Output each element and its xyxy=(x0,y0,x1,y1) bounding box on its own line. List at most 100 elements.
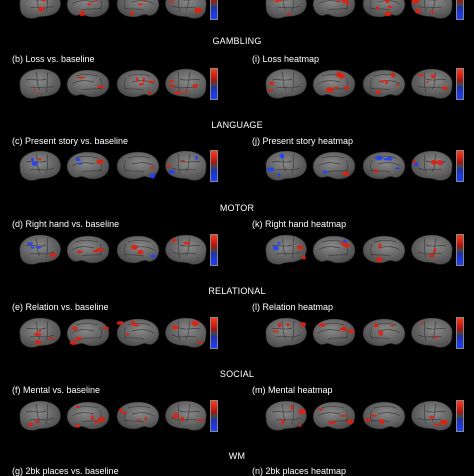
task-heading-language: LANGUAGE xyxy=(0,120,474,130)
brain-row-i xyxy=(248,66,474,102)
panel-label-c: (c) Present story vs. baseline xyxy=(12,136,128,146)
cortical-surface-medial xyxy=(310,0,360,22)
activation-blob xyxy=(415,9,421,14)
activation-blob xyxy=(94,420,98,424)
activation-blob xyxy=(299,424,302,427)
brain-row-d xyxy=(0,232,240,268)
deactivation-blob xyxy=(280,154,285,159)
cortical-surface-lateral xyxy=(406,66,456,102)
activation-blob xyxy=(75,337,83,340)
activation-blob xyxy=(139,83,145,86)
cortical-surface-lateral xyxy=(262,398,312,434)
activation-blob xyxy=(121,412,128,414)
deactivation-blob xyxy=(36,246,42,249)
activation-blob xyxy=(49,253,56,257)
activation-blob xyxy=(319,323,326,327)
activation-blob xyxy=(431,74,436,78)
cortical-surface-medial xyxy=(358,148,408,184)
activation-blob xyxy=(376,6,379,9)
brain-row-b xyxy=(0,66,240,102)
activation-blob xyxy=(413,160,416,164)
activation-blob xyxy=(269,82,275,85)
activation-blob xyxy=(131,321,135,326)
cortical-surface-lateral xyxy=(16,148,66,184)
activation-blob xyxy=(273,331,279,333)
activation-blob xyxy=(374,323,378,327)
activation-blob xyxy=(49,338,54,340)
brain-row-k xyxy=(248,232,474,268)
cortical-surface-medial xyxy=(112,0,162,22)
deactivation-blob xyxy=(278,242,281,245)
activation-blob xyxy=(148,92,152,94)
activation-blob xyxy=(138,3,143,5)
activation-blob xyxy=(167,165,171,168)
activation-blob xyxy=(151,167,154,170)
deactivation-blob xyxy=(273,246,279,251)
cortical-surface-medial xyxy=(112,232,162,268)
activation-blob xyxy=(102,327,110,329)
activation-blob xyxy=(131,245,138,250)
activation-blob xyxy=(183,91,188,93)
activation-blob xyxy=(184,242,191,245)
cortical-surface-lateral xyxy=(406,315,456,351)
activation-blob xyxy=(144,417,147,421)
activation-blob xyxy=(169,80,174,82)
colorbar xyxy=(456,400,464,432)
activation-blob xyxy=(97,86,104,89)
activation-blob xyxy=(98,417,105,422)
activation-blob xyxy=(378,244,381,249)
cortical-surface-medial xyxy=(358,398,408,434)
colorbar xyxy=(210,150,218,182)
activation-blob xyxy=(390,325,394,327)
panel-label-d: (d) Right hand vs. baseline xyxy=(12,219,119,229)
activation-blob xyxy=(126,333,129,336)
cortical-surface-lateral xyxy=(406,0,456,22)
task-heading-motor: MOTOR xyxy=(0,203,474,213)
deactivation-blob xyxy=(31,158,34,161)
deactivation-blob xyxy=(376,156,383,160)
cortical-surface-medial xyxy=(310,398,360,434)
colorbar xyxy=(210,234,218,266)
activation-blob xyxy=(376,90,381,94)
activation-blob xyxy=(96,159,103,164)
cortical-surface-lateral xyxy=(16,315,66,351)
activation-blob xyxy=(77,250,83,253)
cortical-surface-medial xyxy=(64,315,114,351)
cortical-surface-medial xyxy=(112,398,162,434)
activation-blob xyxy=(96,248,104,252)
panel-label-l: (l) Relation heatmap xyxy=(252,302,333,312)
cortical-surface-lateral xyxy=(16,398,66,434)
activation-blob xyxy=(172,415,179,419)
activation-blob xyxy=(380,80,385,82)
cortical-surface-medial xyxy=(64,148,114,184)
activation-blob xyxy=(136,419,140,421)
deactivation-blob xyxy=(31,246,35,248)
activation-blob xyxy=(417,74,425,76)
cortical-surface-lateral xyxy=(406,398,456,434)
cortical-surface-lateral xyxy=(160,148,210,184)
activation-blob xyxy=(380,420,384,425)
cortical-surface-lateral xyxy=(160,398,210,434)
activation-blob xyxy=(193,84,198,88)
cortical-surface-lateral xyxy=(406,232,456,268)
activation-blob xyxy=(429,416,434,419)
cortical-surface-lateral xyxy=(160,66,210,102)
activation-blob xyxy=(348,329,355,333)
deactivation-blob xyxy=(195,156,198,160)
activation-blob xyxy=(117,321,124,325)
activation-blob xyxy=(431,10,434,14)
activation-blob xyxy=(38,158,42,160)
activation-blob xyxy=(421,322,424,324)
brain-row-l xyxy=(248,315,474,351)
activation-blob xyxy=(374,169,378,173)
deactivation-blob xyxy=(278,173,281,177)
activation-blob xyxy=(181,417,184,422)
activation-blob xyxy=(78,77,86,79)
activation-blob xyxy=(76,406,80,408)
activation-blob xyxy=(378,330,383,335)
brain-row-m xyxy=(248,398,474,434)
activation-blob xyxy=(347,420,354,424)
cortical-surface-lateral xyxy=(262,148,312,184)
brain-row-e xyxy=(0,315,240,351)
colorbar xyxy=(210,68,218,100)
